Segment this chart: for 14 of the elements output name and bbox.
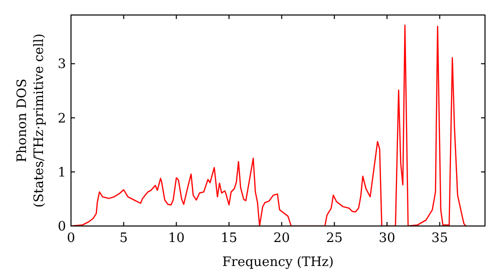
x-tick-label: 5 — [120, 231, 128, 246]
y-axis-title: Phonon DOS (States/THz·primitive cell) — [15, 33, 47, 208]
x-tick-label: 35 — [431, 231, 448, 246]
y-tick-label: 1 — [58, 165, 66, 180]
x-tick-label: 30 — [378, 231, 396, 246]
x-axis-title: Frequency (THz) — [222, 255, 334, 270]
y-tick-label: 2 — [58, 111, 66, 126]
x-tick-label: 20 — [273, 231, 290, 246]
x-tick-label: 15 — [220, 231, 238, 246]
y-tick-label: 0 — [58, 220, 66, 234]
x-tick-label: 10 — [168, 231, 185, 246]
x-tick-label: 25 — [326, 231, 343, 246]
line-series — [71, 24, 467, 226]
y-tick-label: 3 — [58, 57, 66, 72]
